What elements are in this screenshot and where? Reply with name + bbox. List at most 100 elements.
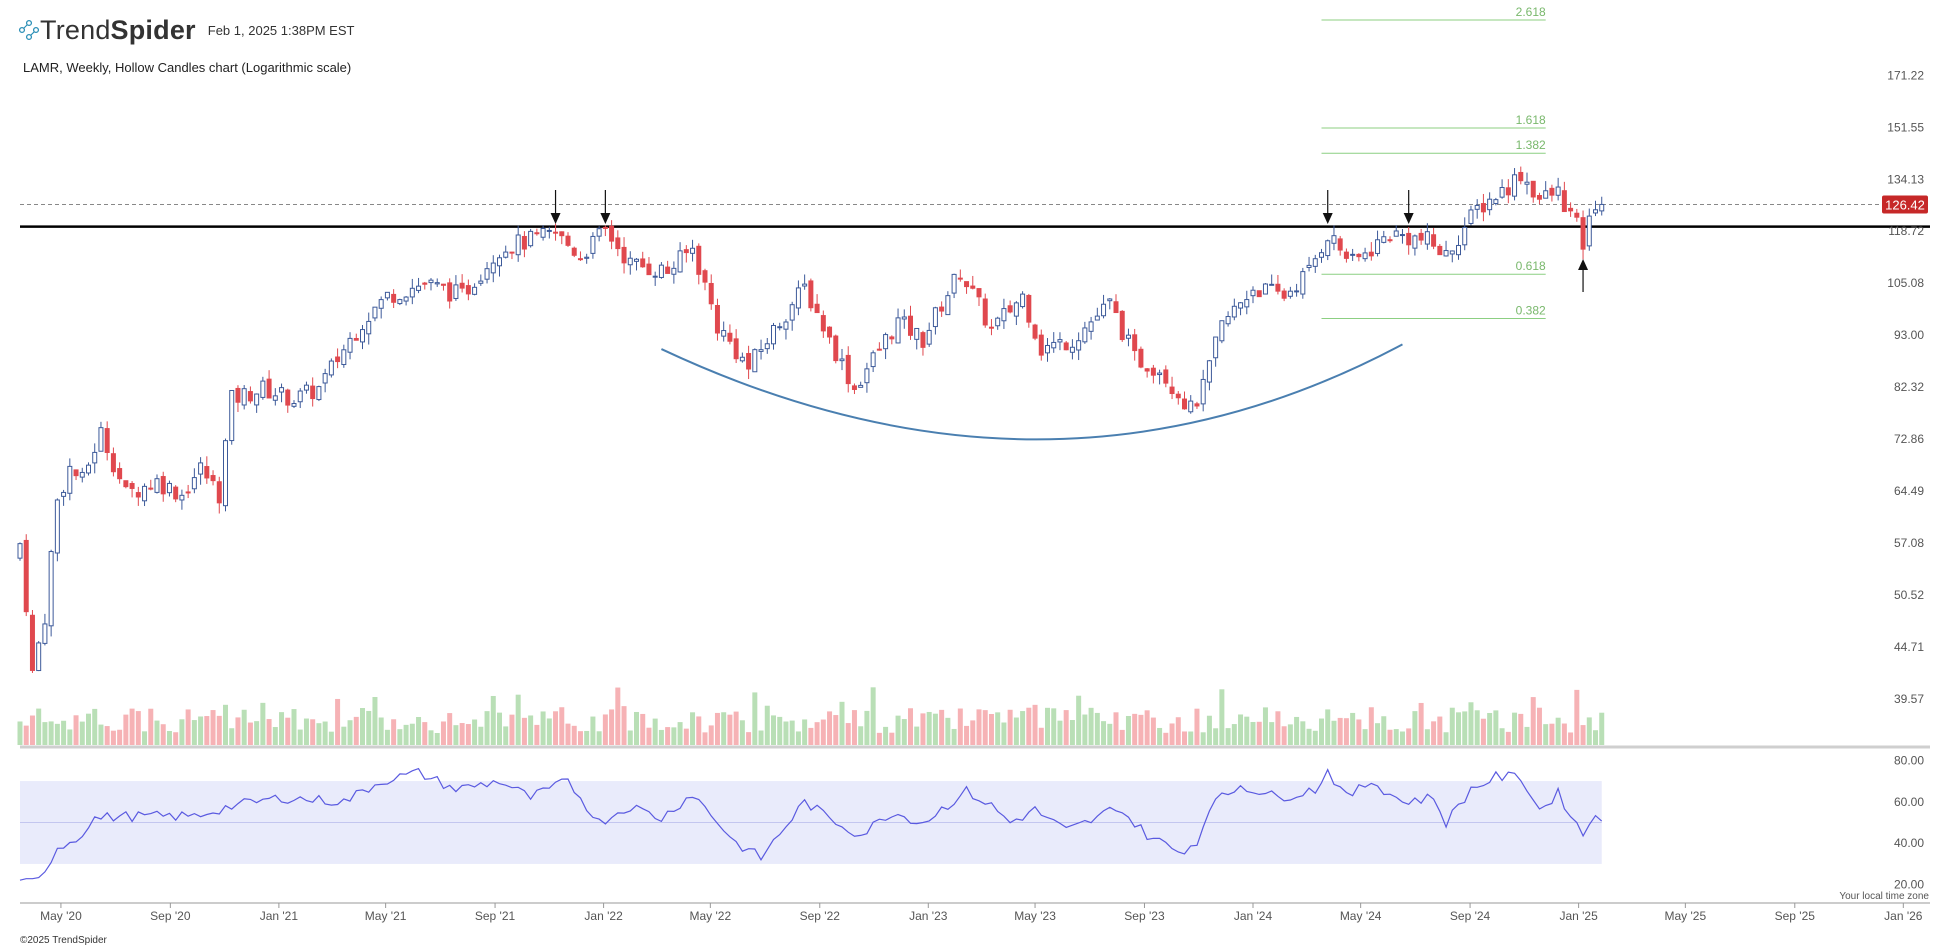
volume-bar [247,722,253,745]
volume-bar [1505,731,1511,745]
candle-body [1487,198,1493,211]
volume-bar [627,730,633,745]
volume-bar [1431,721,1437,745]
volume-bar [1132,713,1138,745]
candle-body [1082,327,1088,343]
candle-body [1275,283,1281,292]
candle-body [459,282,465,289]
volume-bar [652,718,658,745]
volume-bar [870,687,876,745]
volume-bar [472,719,478,745]
rsi-line [19,767,1603,881]
volume-bar [384,729,390,745]
volume-bar [36,708,42,745]
volume-bar [1350,712,1356,745]
arrow-down-icon [1403,213,1414,224]
candle-body [1368,251,1374,257]
candle-body [497,257,503,267]
volume-bar [1306,728,1312,745]
candle-body [1437,245,1443,256]
volume-bar [465,724,471,745]
candle-body [820,315,826,332]
volume-bar [658,729,664,745]
volume-bar [1088,707,1094,745]
y-tick-label: 93.00 [1894,328,1924,342]
candle-body [1493,199,1499,204]
x-tick-label: Jan '22 [584,909,623,923]
volume-bar [596,731,602,745]
candle-body [1381,236,1387,243]
volume-bar [166,730,172,745]
candle-body [173,486,179,500]
candle-body [876,348,882,351]
candle-body [584,256,590,259]
y-tick-label: 64.49 [1894,484,1924,498]
candle-body [353,337,359,341]
y-tick-label: 105.08 [1887,276,1924,290]
fib-label: 0.618 [1516,259,1546,273]
candle-body [1530,180,1536,198]
volume-bar [1368,707,1374,745]
candle-body [1331,235,1337,244]
volume-bar [1512,712,1518,745]
candle-body [783,321,789,330]
candle-body [86,464,92,474]
volume-bar [1113,712,1119,745]
candle-body [229,389,235,442]
volume-bar [1219,689,1225,745]
volume-bar [1599,712,1605,745]
y-tick-label: 82.32 [1894,380,1924,394]
volume-bar [154,720,160,745]
volume-bar [1281,726,1287,745]
candle-body [1026,294,1032,323]
y-tick-label: 171.22 [1887,68,1924,82]
volume-bar [851,710,857,745]
candle-body [42,623,48,644]
candle-body [1480,203,1486,213]
candle-body [1387,239,1393,242]
volume-bar [142,731,148,745]
fib-label: 2.618 [1516,5,1546,19]
x-tick-label: Jan '21 [260,909,299,923]
volume-bar [440,721,446,745]
candle-body [895,317,901,344]
volume-bar [135,711,141,745]
candle-body [1020,293,1026,308]
volume-bar [310,719,316,745]
volume-bar [939,709,945,745]
volume-bar [366,710,372,745]
x-tick-label: Jan '23 [909,909,948,923]
volume-bar [372,696,378,745]
candle-body [17,543,23,559]
candle-body [1101,303,1107,317]
volume-bar [783,721,789,745]
arrow-down-icon [600,213,611,224]
volume-bar [864,710,870,745]
candle-body [1593,209,1599,214]
candle-body [683,249,689,254]
volume-bar [459,723,465,745]
volume-bar [1549,723,1555,745]
candle-body [185,491,191,494]
copyright: ©2025 TrendSpider [20,935,107,946]
volume-bar [185,709,191,745]
volume-bar [86,713,92,745]
volume-bar [559,707,565,745]
volume-bar [453,725,459,745]
volume-bar [515,694,521,745]
candle-body [391,293,397,303]
candle-body [322,373,328,384]
volume-bar [1150,717,1156,745]
candle-body [92,451,98,464]
candle-body [1157,372,1163,376]
volume-bar [908,708,914,745]
candle-body [1399,234,1405,237]
volume-bar [1574,689,1580,745]
volume-bar [291,709,297,745]
candle-body [1287,290,1293,297]
volume-bar [602,714,608,745]
volume-bar [752,692,758,745]
volume-bar [478,726,484,745]
volume-bar [1480,718,1486,745]
